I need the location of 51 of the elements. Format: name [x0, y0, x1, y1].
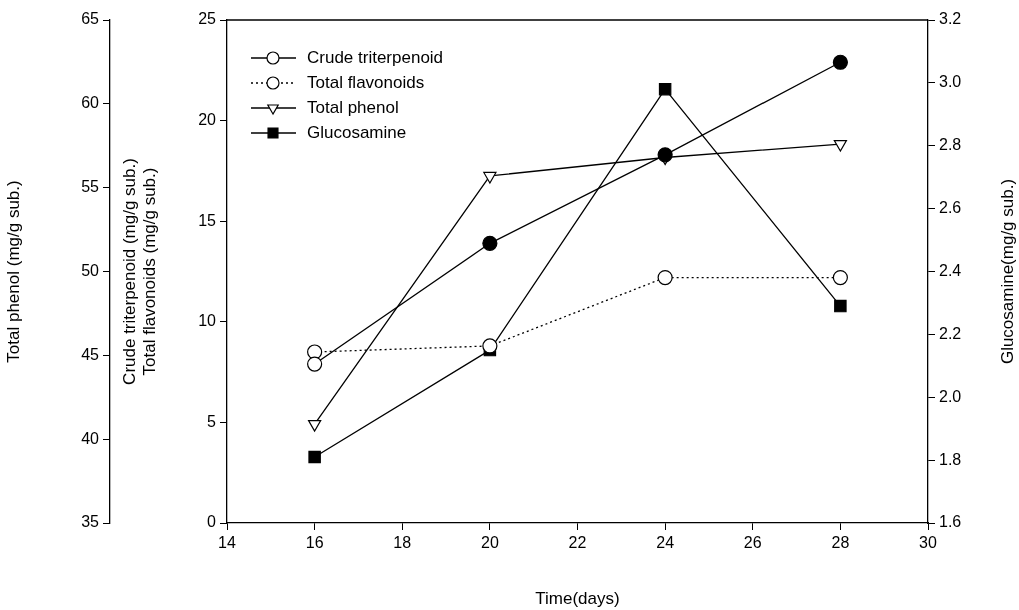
- legend-label: Total phenol: [307, 97, 399, 117]
- y-tick-label: 20: [198, 111, 217, 129]
- legend-label: Glucosamine: [307, 122, 407, 142]
- y3-tick-label: 45: [81, 345, 100, 363]
- y-tick-label: 25: [198, 10, 217, 28]
- y-tick-label: 0: [207, 513, 217, 531]
- point: [658, 82, 672, 96]
- point: [833, 139, 848, 152]
- y2-tick-label: 2.4: [939, 261, 962, 279]
- y-tick-label: 15: [198, 211, 217, 229]
- x-axis-title: Time(days): [535, 589, 620, 609]
- x-tick-label: 22: [568, 534, 587, 552]
- y3-tick-label: 55: [81, 178, 100, 196]
- x-tick-label: 14: [218, 534, 236, 552]
- point: [483, 171, 497, 184]
- y2-axis-title: Glucosamine(mg/g sub.): [997, 178, 1017, 365]
- legend-label: Crude triterpenoid: [307, 47, 444, 67]
- y2-tick-label: 1.6: [939, 513, 962, 531]
- y2-tick-label: 2.8: [939, 136, 962, 154]
- y3-tick-label: 40: [81, 429, 100, 447]
- y-tick-label: 5: [207, 412, 217, 430]
- x-tick-label: 16: [305, 534, 324, 552]
- y2-tick-label: 3.2: [939, 10, 962, 28]
- point: [307, 419, 322, 432]
- y2-tick-label: 3.0: [939, 73, 962, 91]
- y-tick-label: 10: [198, 312, 217, 330]
- x-tick-label: 30: [919, 534, 937, 552]
- legend-label: Total flavonoids: [307, 72, 425, 92]
- y2-tick-label: 1.8: [939, 450, 962, 468]
- point: [657, 147, 673, 163]
- y3-tick-label: 65: [81, 10, 100, 28]
- y3-tick-label: 60: [81, 94, 100, 112]
- y3-tick-label: 35: [81, 513, 100, 531]
- x-tick-label: 26: [743, 534, 762, 552]
- point: [657, 269, 673, 286]
- point: [482, 235, 498, 251]
- x-tick-label: 28: [831, 534, 850, 552]
- point: [834, 299, 847, 313]
- y2-tick-label: 2.2: [939, 324, 962, 342]
- x-tick-label: 24: [656, 534, 675, 552]
- x-tick-label: 20: [480, 534, 499, 552]
- x-tick-label: 18: [393, 534, 412, 552]
- y2-tick-label: 2.6: [939, 199, 962, 217]
- point: [482, 338, 498, 354]
- point: [308, 450, 321, 464]
- point: [832, 54, 848, 70]
- y2-tick-label: 2.0: [939, 387, 962, 405]
- y3-axis-title: Total phenol (mg/g sub.): [3, 180, 23, 363]
- y3-tick-label: 50: [81, 261, 100, 279]
- point: [832, 269, 848, 286]
- y-axis-title: Crude triterpenoid (mg/g sub.) Total flavonoids (mg/g sub.): [119, 158, 160, 385]
